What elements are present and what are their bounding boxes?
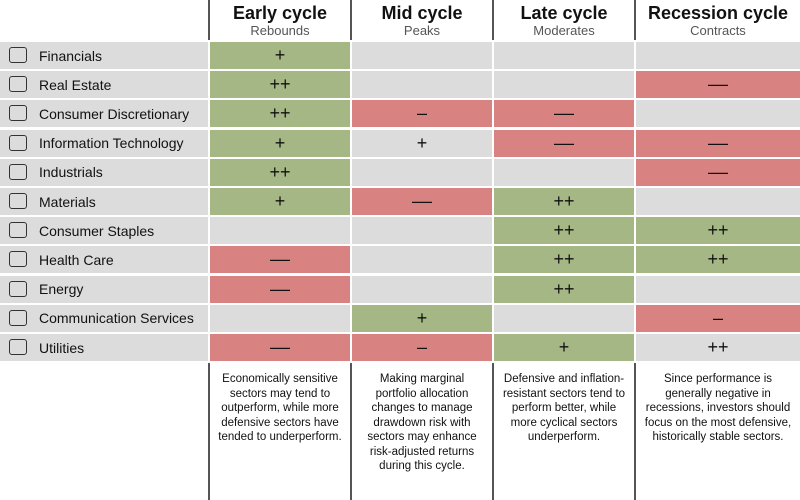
row-label: Information Technology — [0, 129, 208, 157]
table-cell — [636, 42, 800, 69]
column-separator — [350, 363, 352, 500]
row-label: Energy — [0, 275, 208, 303]
row-label: Real Estate — [0, 71, 208, 99]
table-cell: ++ — [636, 217, 800, 245]
row-label: Consumer Discretionary — [0, 100, 208, 128]
table-cell: – — [636, 304, 800, 332]
table-cell: + — [210, 188, 350, 215]
table-cell: –– — [494, 129, 634, 157]
table-cell: ++ — [210, 158, 350, 186]
column-subtitle: Rebounds — [250, 23, 310, 38]
table-cell: –– — [636, 129, 800, 157]
table-cell: + — [210, 129, 350, 157]
column-separator — [492, 0, 494, 40]
sector-icon — [9, 222, 27, 239]
table-cell — [352, 217, 492, 245]
table-cell: + — [352, 304, 492, 332]
column-subtitle: Moderates — [533, 23, 595, 38]
sector-icon — [9, 309, 27, 326]
sector-icon — [9, 105, 27, 122]
table-cell — [494, 158, 634, 186]
table-cell: + — [352, 129, 492, 157]
table-cell — [636, 100, 800, 128]
table-cell: – — [352, 100, 492, 128]
table-cell — [494, 42, 634, 69]
table-cell — [494, 71, 634, 99]
table-cell: ++ — [210, 100, 350, 128]
table-cell — [352, 246, 492, 274]
table-cell: –– — [636, 158, 800, 186]
table-cell — [636, 188, 800, 215]
column-note: Since performance is generally negative … — [644, 373, 792, 444]
column-separator — [208, 0, 210, 40]
table-cell: ++ — [494, 246, 634, 274]
table-cell: ++ — [210, 71, 350, 99]
column-title: Recession cycle — [647, 3, 789, 23]
table-cell: ++ — [494, 217, 634, 245]
table-cell — [352, 158, 492, 186]
column-subtitle: Contracts — [690, 23, 746, 38]
table-cell: ++ — [636, 334, 800, 361]
column-title: Late cycle — [520, 3, 608, 23]
table-cell: –– — [494, 100, 634, 128]
table-cell: + — [494, 334, 634, 361]
table-cell — [352, 71, 492, 99]
column-title: Early cycle — [232, 3, 328, 23]
column-separator — [634, 363, 636, 500]
column-separator — [208, 363, 210, 500]
column-subtitle: Peaks — [403, 23, 441, 38]
table-cell: + — [210, 42, 350, 69]
sector-icon — [9, 76, 27, 93]
table-cell: ++ — [494, 275, 634, 303]
column-separator — [492, 363, 494, 500]
sector-icon — [9, 280, 27, 297]
table-cell: –– — [210, 246, 350, 274]
table-cell — [352, 42, 492, 69]
table-cell — [210, 217, 350, 245]
row-label: Utilities — [0, 334, 208, 361]
row-label: Health Care — [0, 246, 208, 274]
column-title: Mid cycle — [381, 3, 463, 23]
row-label: Materials — [0, 188, 208, 215]
row-label: Communication Services — [0, 304, 208, 332]
table-cell: –– — [636, 71, 800, 99]
table-cell — [636, 275, 800, 303]
column-separator — [350, 0, 352, 40]
table-cell — [352, 275, 492, 303]
sector-icon — [9, 163, 27, 180]
column-note: Defensive and inflation-resistant sector… — [502, 373, 626, 444]
table-cell: ++ — [494, 188, 634, 215]
table-cell: –– — [210, 334, 350, 361]
table-cell: –– — [352, 188, 492, 215]
row-label: Industrials — [0, 158, 208, 186]
row-label: Consumer Staples — [0, 217, 208, 245]
table-cell — [210, 304, 350, 332]
table-cell: –– — [210, 275, 350, 303]
sector-icon — [9, 134, 27, 151]
sector-icon — [9, 193, 27, 209]
column-note: Making marginal portfolio allocation cha… — [367, 373, 477, 473]
sector-icon — [9, 47, 27, 63]
table-cell: – — [352, 334, 492, 361]
row-label: Financials — [0, 42, 208, 69]
table-cell — [494, 304, 634, 332]
column-note: Economically sensitive sectors may tend … — [218, 373, 342, 444]
table-cell: ++ — [636, 246, 800, 274]
column-separator — [634, 0, 636, 40]
sector-icon — [9, 251, 27, 268]
sector-icon — [9, 339, 27, 355]
